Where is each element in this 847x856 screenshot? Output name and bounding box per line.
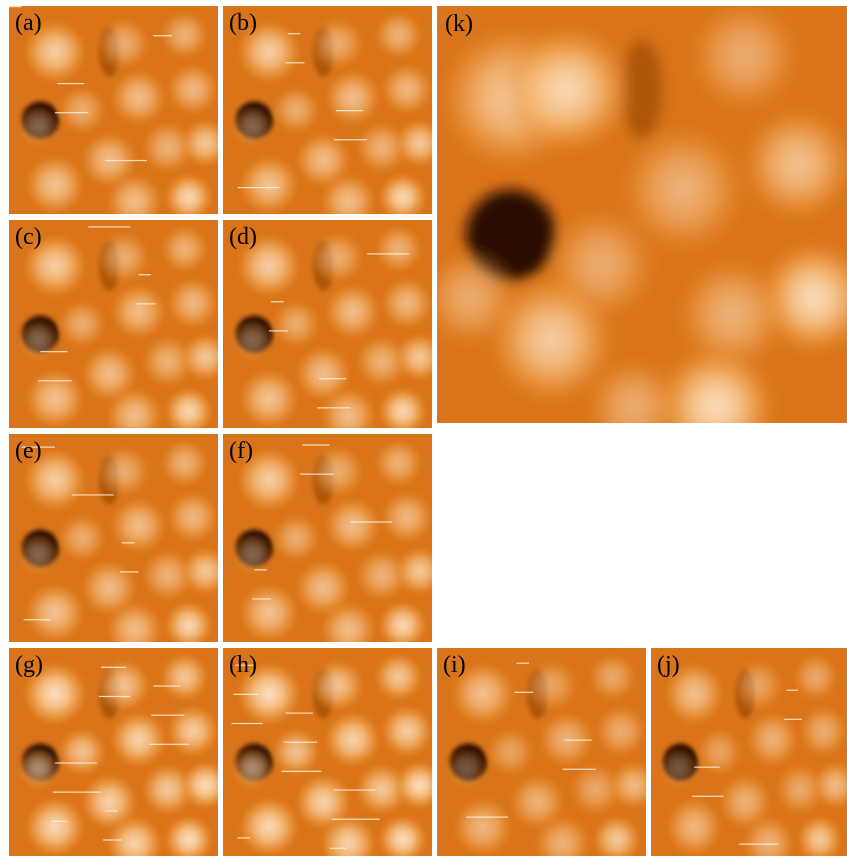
stm-panel-a: (a) <box>9 6 218 214</box>
stm-image <box>223 648 432 856</box>
stm-image <box>437 6 847 423</box>
stm-image <box>9 6 218 214</box>
panel-label-d: (d) <box>229 224 257 250</box>
panel-label-a: (a) <box>15 10 42 36</box>
stm-panel-g: (g) <box>9 648 218 856</box>
stm-image <box>9 434 218 642</box>
stm-panel-f: (f) <box>223 434 432 642</box>
panel-label-k: (k) <box>445 11 473 37</box>
stm-image <box>223 6 432 214</box>
panel-label-e: (e) <box>15 438 42 464</box>
stm-image <box>223 220 432 428</box>
panel-label-b: (b) <box>229 10 257 36</box>
panel-label-j: (j) <box>657 652 680 678</box>
stm-panel-i: (i) <box>437 648 646 856</box>
panel-label-h: (h) <box>229 652 257 678</box>
panel-label-f: (f) <box>229 438 253 464</box>
panel-label-c: (c) <box>15 224 42 250</box>
stm-image <box>437 648 646 856</box>
stm-image <box>9 648 218 856</box>
stm-panel-k: (k) <box>437 6 847 423</box>
panel-label-g: (g) <box>15 652 43 678</box>
stm-image <box>223 434 432 642</box>
stm-panel-b: (b) <box>223 6 432 214</box>
stm-panel-j: (j) <box>651 648 847 856</box>
stm-panel-c: (c) <box>9 220 218 428</box>
stm-panel-e: (e) <box>9 434 218 642</box>
stm-panel-h: (h) <box>223 648 432 856</box>
stm-image <box>9 220 218 428</box>
panel-label-i: (i) <box>443 652 466 678</box>
stm-panel-d: (d) <box>223 220 432 428</box>
stm-image <box>651 648 847 856</box>
